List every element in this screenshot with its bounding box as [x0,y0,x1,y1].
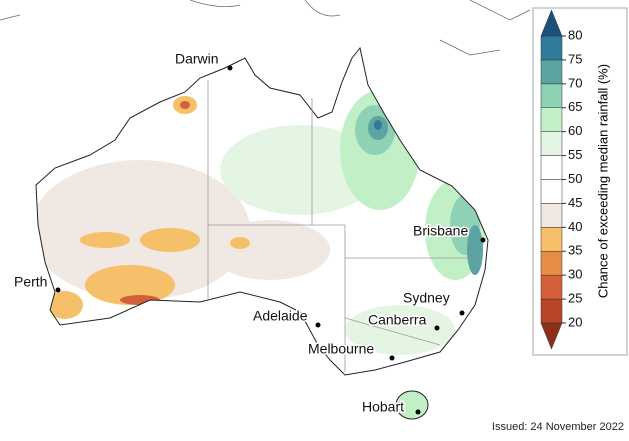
city-label: Melbourne [308,341,374,357]
city-label: Darwin [175,51,219,67]
colorbar: 20 25 30 35 40 45 50 55 60 65 70 75 80 [540,9,582,350]
colorbar-band [540,298,563,324]
colorbar-band [540,83,563,109]
colorbar-band [540,179,563,204]
colorbar-tick-label: 35 [568,243,582,258]
colorbar-tick-label: 45 [568,195,582,210]
background-land [0,0,531,56]
colorbar-band [540,274,563,300]
colorbar-over [540,9,563,37]
city-label: Canberra [368,312,427,328]
colorbar-band [540,35,563,61]
colorbar-tick-label: 75 [568,51,582,66]
state-borders [207,80,478,372]
colorbar-tick-label: 30 [568,267,582,282]
colorbar-band [540,155,563,180]
colorbar-tick-label: 50 [568,171,582,186]
colorbar-tick-label: 55 [568,147,582,162]
colorbar-tick-label: 70 [568,75,582,90]
colorbar-band [540,203,563,228]
city-dots [55,65,486,415]
city-label: Hobart [362,399,404,415]
colorbar-tick-label: 65 [568,99,582,114]
colorbar-tick-label: 80 [568,27,582,42]
city-label: Perth [14,274,47,290]
colorbar-tick-label: 40 [568,219,582,234]
city-label: Brisbane [413,223,468,239]
colorbar-under [540,322,563,350]
rainfall-map [36,48,488,375]
colorbar-band [540,107,563,132]
colorbar-tick-label: 25 [568,291,582,306]
colorbar-band [540,227,563,252]
colorbar-band [540,59,563,85]
city-label: Adelaide [253,308,308,324]
colorbar-band [540,131,563,156]
issued-date: Issued: 24 November 2022 [492,421,624,433]
colorbar-title: Chance of exceeding median rainfall (%) [595,64,610,298]
colorbar-band [540,251,563,276]
colorbar-tick-label: 60 [568,123,582,138]
city-label: Sydney [403,290,450,306]
colorbar-tick-label: 20 [568,314,582,329]
